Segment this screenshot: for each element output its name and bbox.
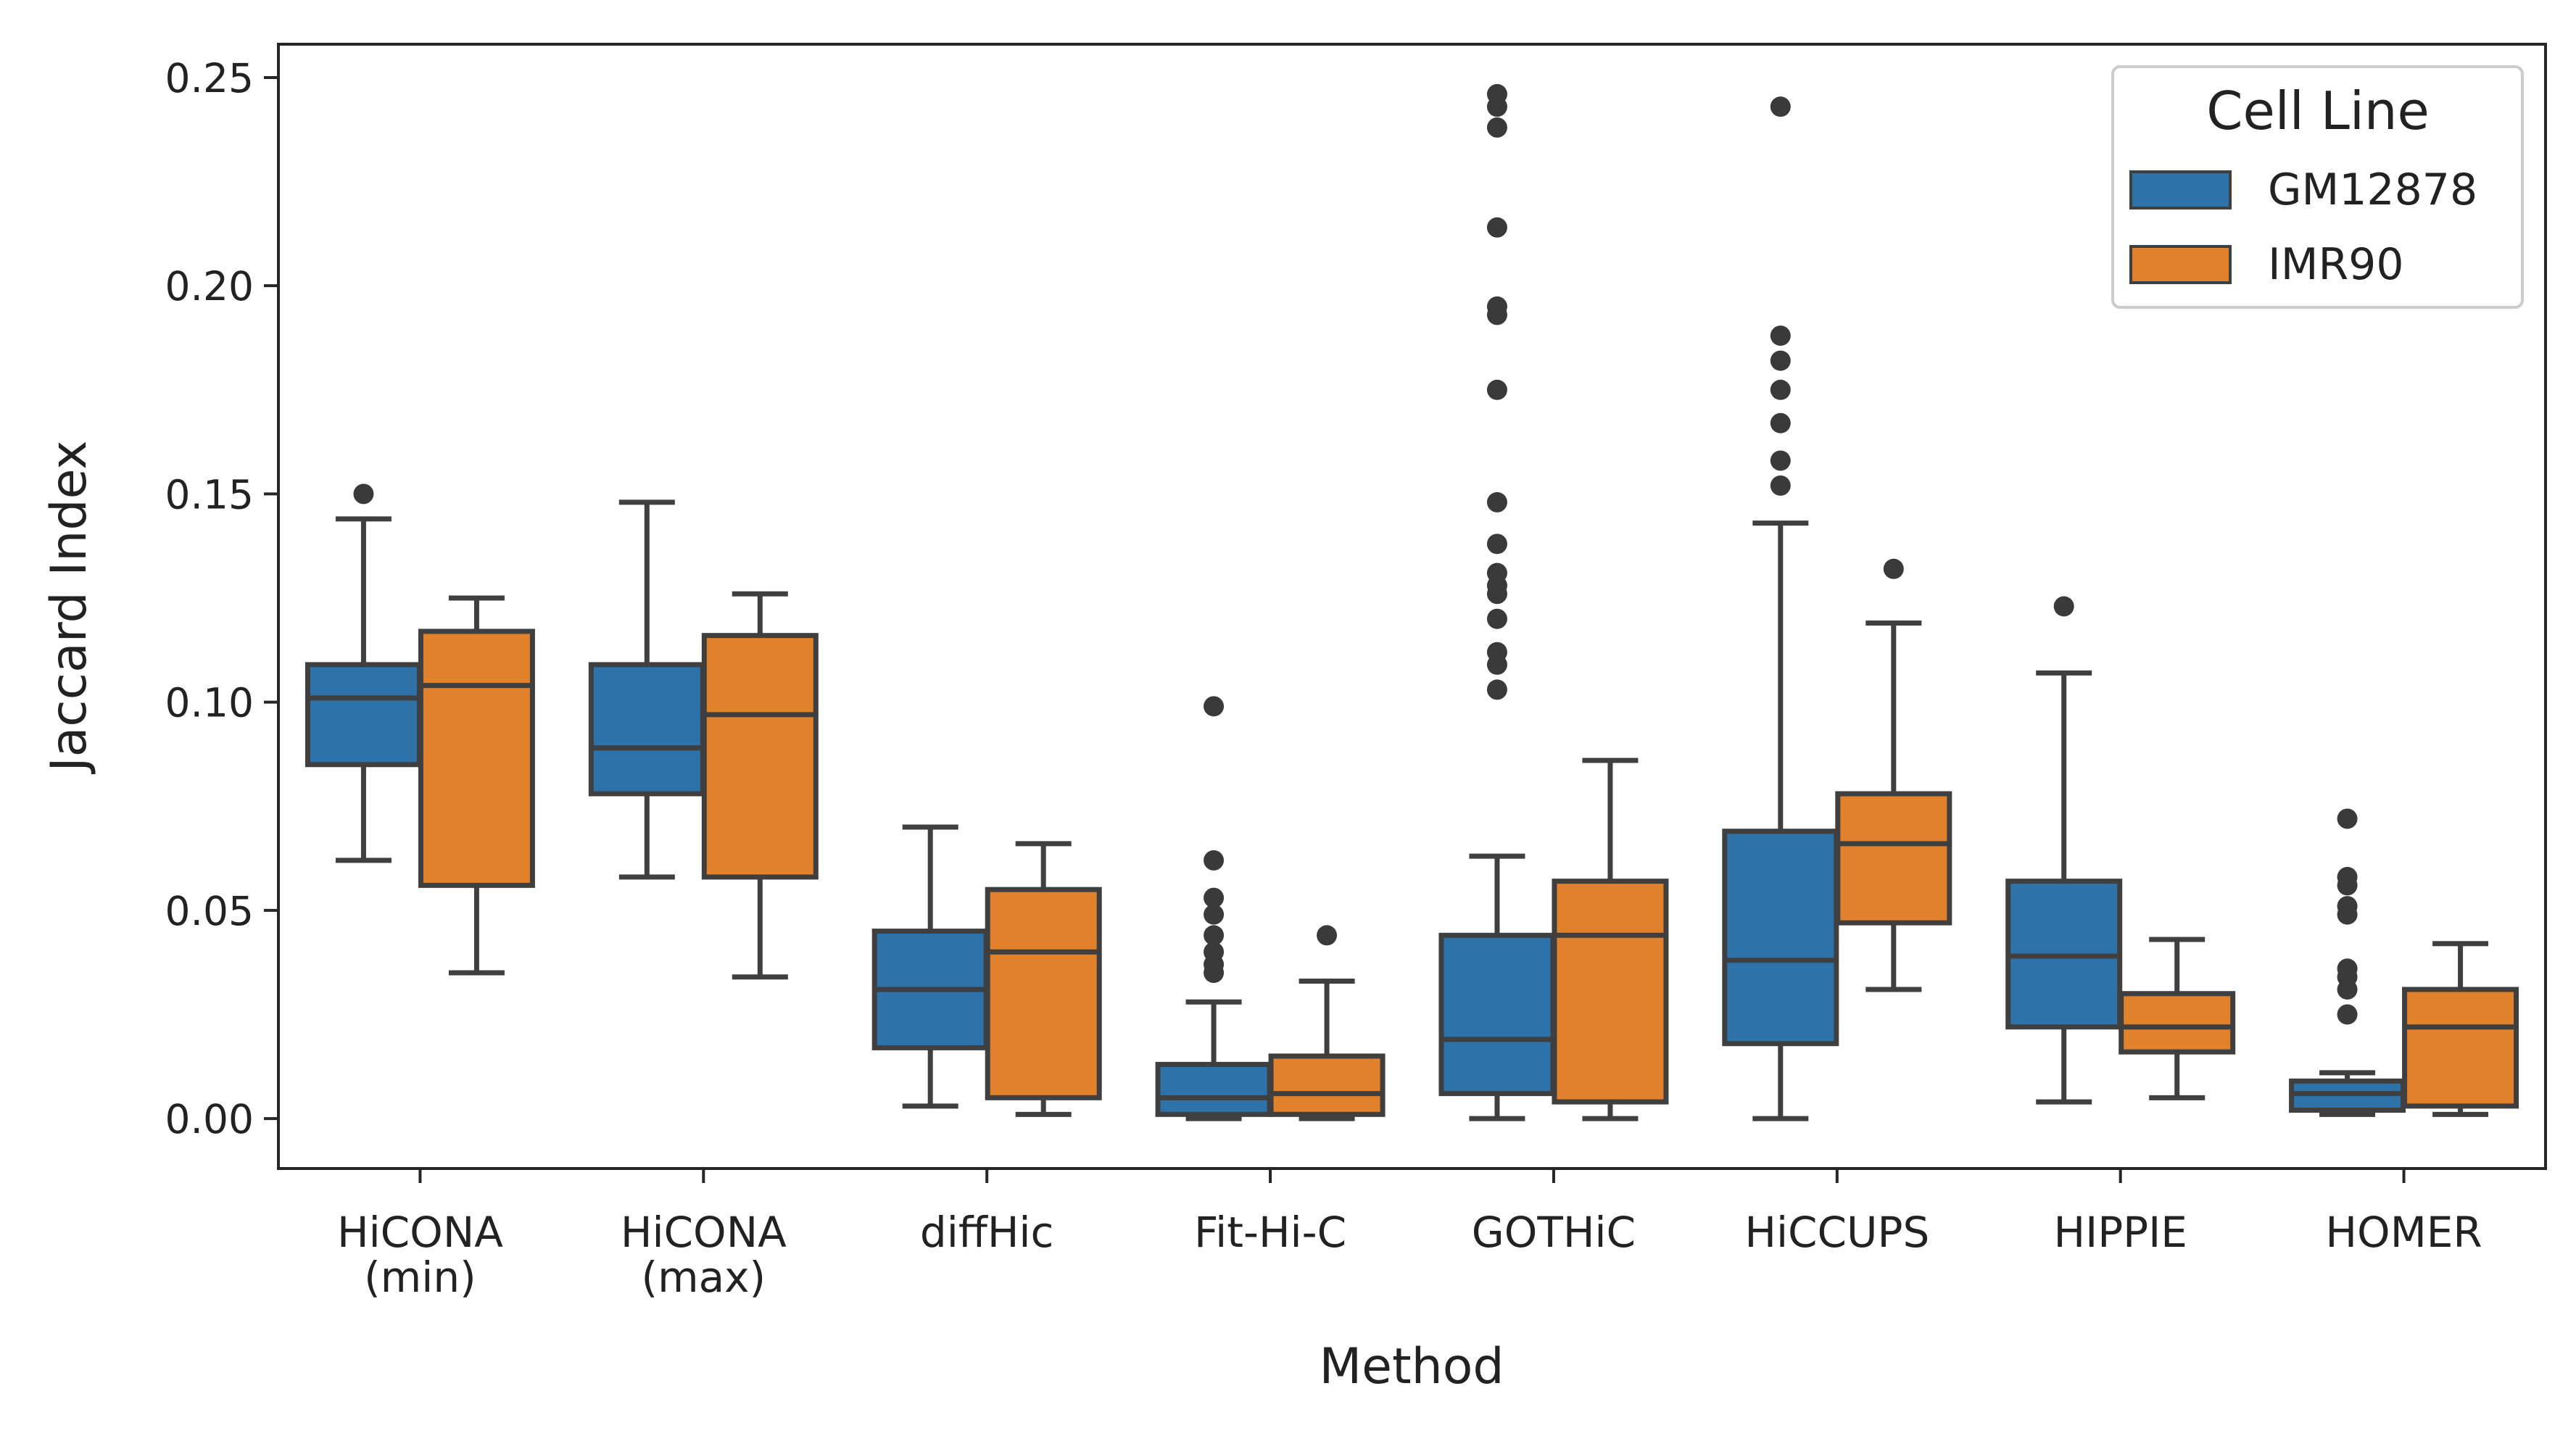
- legend-swatch-gm12878: [2129, 170, 2232, 209]
- outlier-point: [1770, 96, 1791, 117]
- legend: Cell Line GM12878 IMR90: [2111, 65, 2524, 309]
- box-body: [1722, 829, 1839, 1047]
- outlier-point: [1486, 304, 1507, 325]
- legend-label-imr90: IMR90: [2268, 239, 2404, 290]
- box-body: [701, 633, 819, 880]
- y-tick-label: 0.10: [165, 680, 254, 726]
- box-imr90-3: [1268, 925, 1386, 1121]
- outlier-point: [1204, 696, 1225, 717]
- x-tick-label: Fit-Hi-C: [1194, 1208, 1346, 1257]
- legend-swatch-imr90: [2129, 245, 2232, 284]
- box-gm12878-2: [871, 824, 989, 1109]
- x-axis-label: Method: [1319, 1338, 1504, 1395]
- outlier-point: [1486, 654, 1507, 675]
- outlier-point: [1770, 450, 1791, 471]
- outlier-point: [1770, 412, 1791, 433]
- plot-area: [305, 83, 2519, 1121]
- x-tick-label: (min): [364, 1253, 476, 1302]
- box-body: [1155, 1061, 1272, 1117]
- y-axis-ticks: 0.00 0.05 0.10 0.15 0.20 0.25: [165, 55, 278, 1142]
- outlier-point: [1486, 534, 1507, 555]
- outlier-point: [353, 483, 374, 505]
- outlier-point: [2337, 1004, 2358, 1025]
- box-gm12878-3: [1155, 696, 1272, 1121]
- y-tick-label: 0.05: [165, 888, 254, 934]
- outlier-point: [1770, 379, 1791, 400]
- outlier-point: [1770, 475, 1791, 496]
- x-tick-label: diffHic: [920, 1208, 1054, 1257]
- outlier-point: [1317, 925, 1338, 946]
- x-tick-label: HiCONA: [337, 1208, 503, 1257]
- outlier-point: [2053, 596, 2074, 617]
- legend-title: Cell Line: [2206, 80, 2430, 141]
- plot-frame: [277, 43, 2547, 1170]
- outlier-point: [1204, 887, 1225, 908]
- box-gm12878-7: [2289, 808, 2406, 1117]
- box-body: [985, 887, 1102, 1100]
- outlier-point: [1883, 558, 1904, 579]
- y-tick-label: 0.20: [165, 263, 254, 310]
- outlier-point: [1770, 350, 1791, 371]
- outlier-point: [1486, 96, 1507, 117]
- outlier-point: [1204, 925, 1225, 946]
- outlier-point: [1486, 379, 1507, 400]
- outlier-point: [1486, 679, 1507, 700]
- box-body: [2119, 991, 2236, 1055]
- outlier-point: [1486, 608, 1507, 629]
- outlier-point: [1486, 217, 1507, 238]
- outlier-point: [1204, 963, 1225, 984]
- x-tick-label: GOTHiC: [1472, 1208, 1636, 1257]
- box-body: [1268, 1053, 1386, 1117]
- box-imr90-7: [2402, 941, 2519, 1117]
- outlier-point: [2337, 979, 2358, 1000]
- outlier-point: [2337, 904, 2358, 925]
- box-body: [418, 628, 535, 888]
- outlier-point: [1204, 850, 1225, 871]
- x-tick-label: HIPPIE: [2053, 1208, 2187, 1257]
- box-body: [1438, 932, 1556, 1097]
- outlier-point: [2337, 808, 2358, 829]
- y-axis-label: Jaccard Index: [41, 441, 98, 775]
- y-tick-label: 0.25: [165, 55, 254, 101]
- box-imr90-5: [1835, 558, 1952, 992]
- box-imr90-1: [701, 591, 819, 980]
- box-gm12878-6: [2005, 596, 2123, 1105]
- legend-label-gm12878: GM12878: [2268, 165, 2477, 215]
- box-body: [1552, 879, 1669, 1105]
- box-gm12878-0: [305, 483, 422, 863]
- x-axis-ticks: HiCONA(min)HiCONA(max)diffHic Fit-Hi-C GOT…: [337, 1169, 2482, 1302]
- outlier-point: [1486, 584, 1507, 605]
- y-tick-label: 0.15: [165, 471, 254, 518]
- x-tick-label: HOMER: [2325, 1208, 2482, 1257]
- box-imr90-0: [418, 595, 535, 976]
- outlier-point: [1486, 117, 1507, 138]
- box-body: [1835, 791, 1952, 926]
- box-body: [2402, 987, 2519, 1109]
- box-gm12878-5: [1722, 96, 1839, 1121]
- outlier-point: [1486, 491, 1507, 512]
- x-tick-label: HiCONA: [621, 1208, 787, 1257]
- box-body: [305, 662, 422, 768]
- outlier-point: [2337, 875, 2358, 896]
- y-tick-label: 0.00: [165, 1096, 254, 1142]
- box-imr90-2: [985, 841, 1102, 1117]
- x-tick-label: (max): [642, 1253, 766, 1302]
- x-tick-label: HiCCUPS: [1744, 1208, 1929, 1257]
- box-gm12878-4: [1438, 83, 1556, 1121]
- box-imr90-6: [2119, 937, 2236, 1100]
- box-body: [588, 662, 705, 797]
- outlier-point: [1204, 904, 1225, 925]
- outlier-point: [1770, 325, 1791, 346]
- box-imr90-4: [1552, 758, 1669, 1121]
